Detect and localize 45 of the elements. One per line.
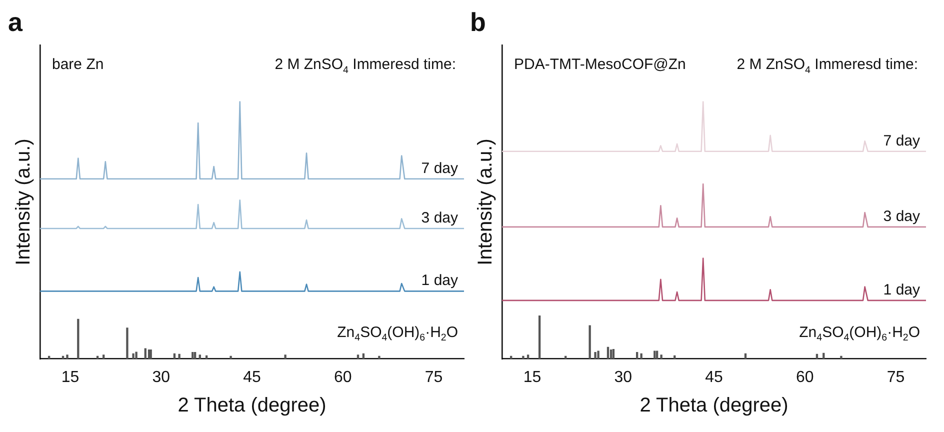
series-label: 7 day	[883, 132, 920, 150]
x-tick-label: 75	[886, 368, 905, 386]
bar	[597, 350, 600, 359]
chart-title: a	[8, 6, 23, 37]
bar	[840, 356, 842, 359]
text: PDA-TMT-MesoCOF@Zn	[514, 56, 686, 74]
chart-title: b	[470, 6, 486, 37]
bar	[126, 328, 128, 359]
series-label: 7 day	[421, 160, 458, 177]
x-tick-label: 75	[424, 368, 443, 386]
x-axis-title: 2 Theta (degree)	[640, 394, 788, 417]
text: bare Zn	[52, 56, 104, 74]
bar	[640, 353, 642, 359]
bar	[660, 354, 662, 359]
bar	[132, 353, 134, 359]
bar	[144, 348, 146, 359]
x-tick-label: 45	[705, 368, 723, 386]
bar	[194, 352, 196, 359]
series-label: 3 day	[883, 208, 920, 225]
x-tick-label: 60	[796, 368, 814, 386]
series-label: 1 day	[883, 281, 920, 298]
bar	[636, 352, 638, 359]
x-tick-label: 15	[523, 368, 542, 386]
x-axis-title: 2 Theta (degree)	[178, 394, 326, 417]
bar	[378, 356, 380, 359]
bar	[594, 352, 596, 359]
bar	[522, 356, 524, 359]
bar	[66, 354, 68, 359]
x-tick-label: 45	[243, 368, 261, 386]
x-tick-label: 30	[614, 368, 632, 386]
series-label: 3 day	[421, 209, 458, 226]
y-axis-title: Intensity (a.u.)	[12, 138, 35, 266]
x-tick-label: 30	[152, 368, 170, 386]
series-label: 1 day	[421, 272, 458, 290]
x-tick-label: 60	[334, 368, 352, 386]
bar	[135, 352, 138, 359]
x-tick-label: 15	[61, 368, 80, 386]
bar	[192, 352, 194, 359]
bar	[77, 318, 80, 359]
bar	[284, 354, 286, 359]
y-axis-title: Intensity (a.u.)	[474, 138, 497, 266]
bar	[538, 316, 541, 359]
bar	[178, 354, 180, 359]
bar	[588, 325, 591, 359]
bar	[230, 356, 232, 359]
